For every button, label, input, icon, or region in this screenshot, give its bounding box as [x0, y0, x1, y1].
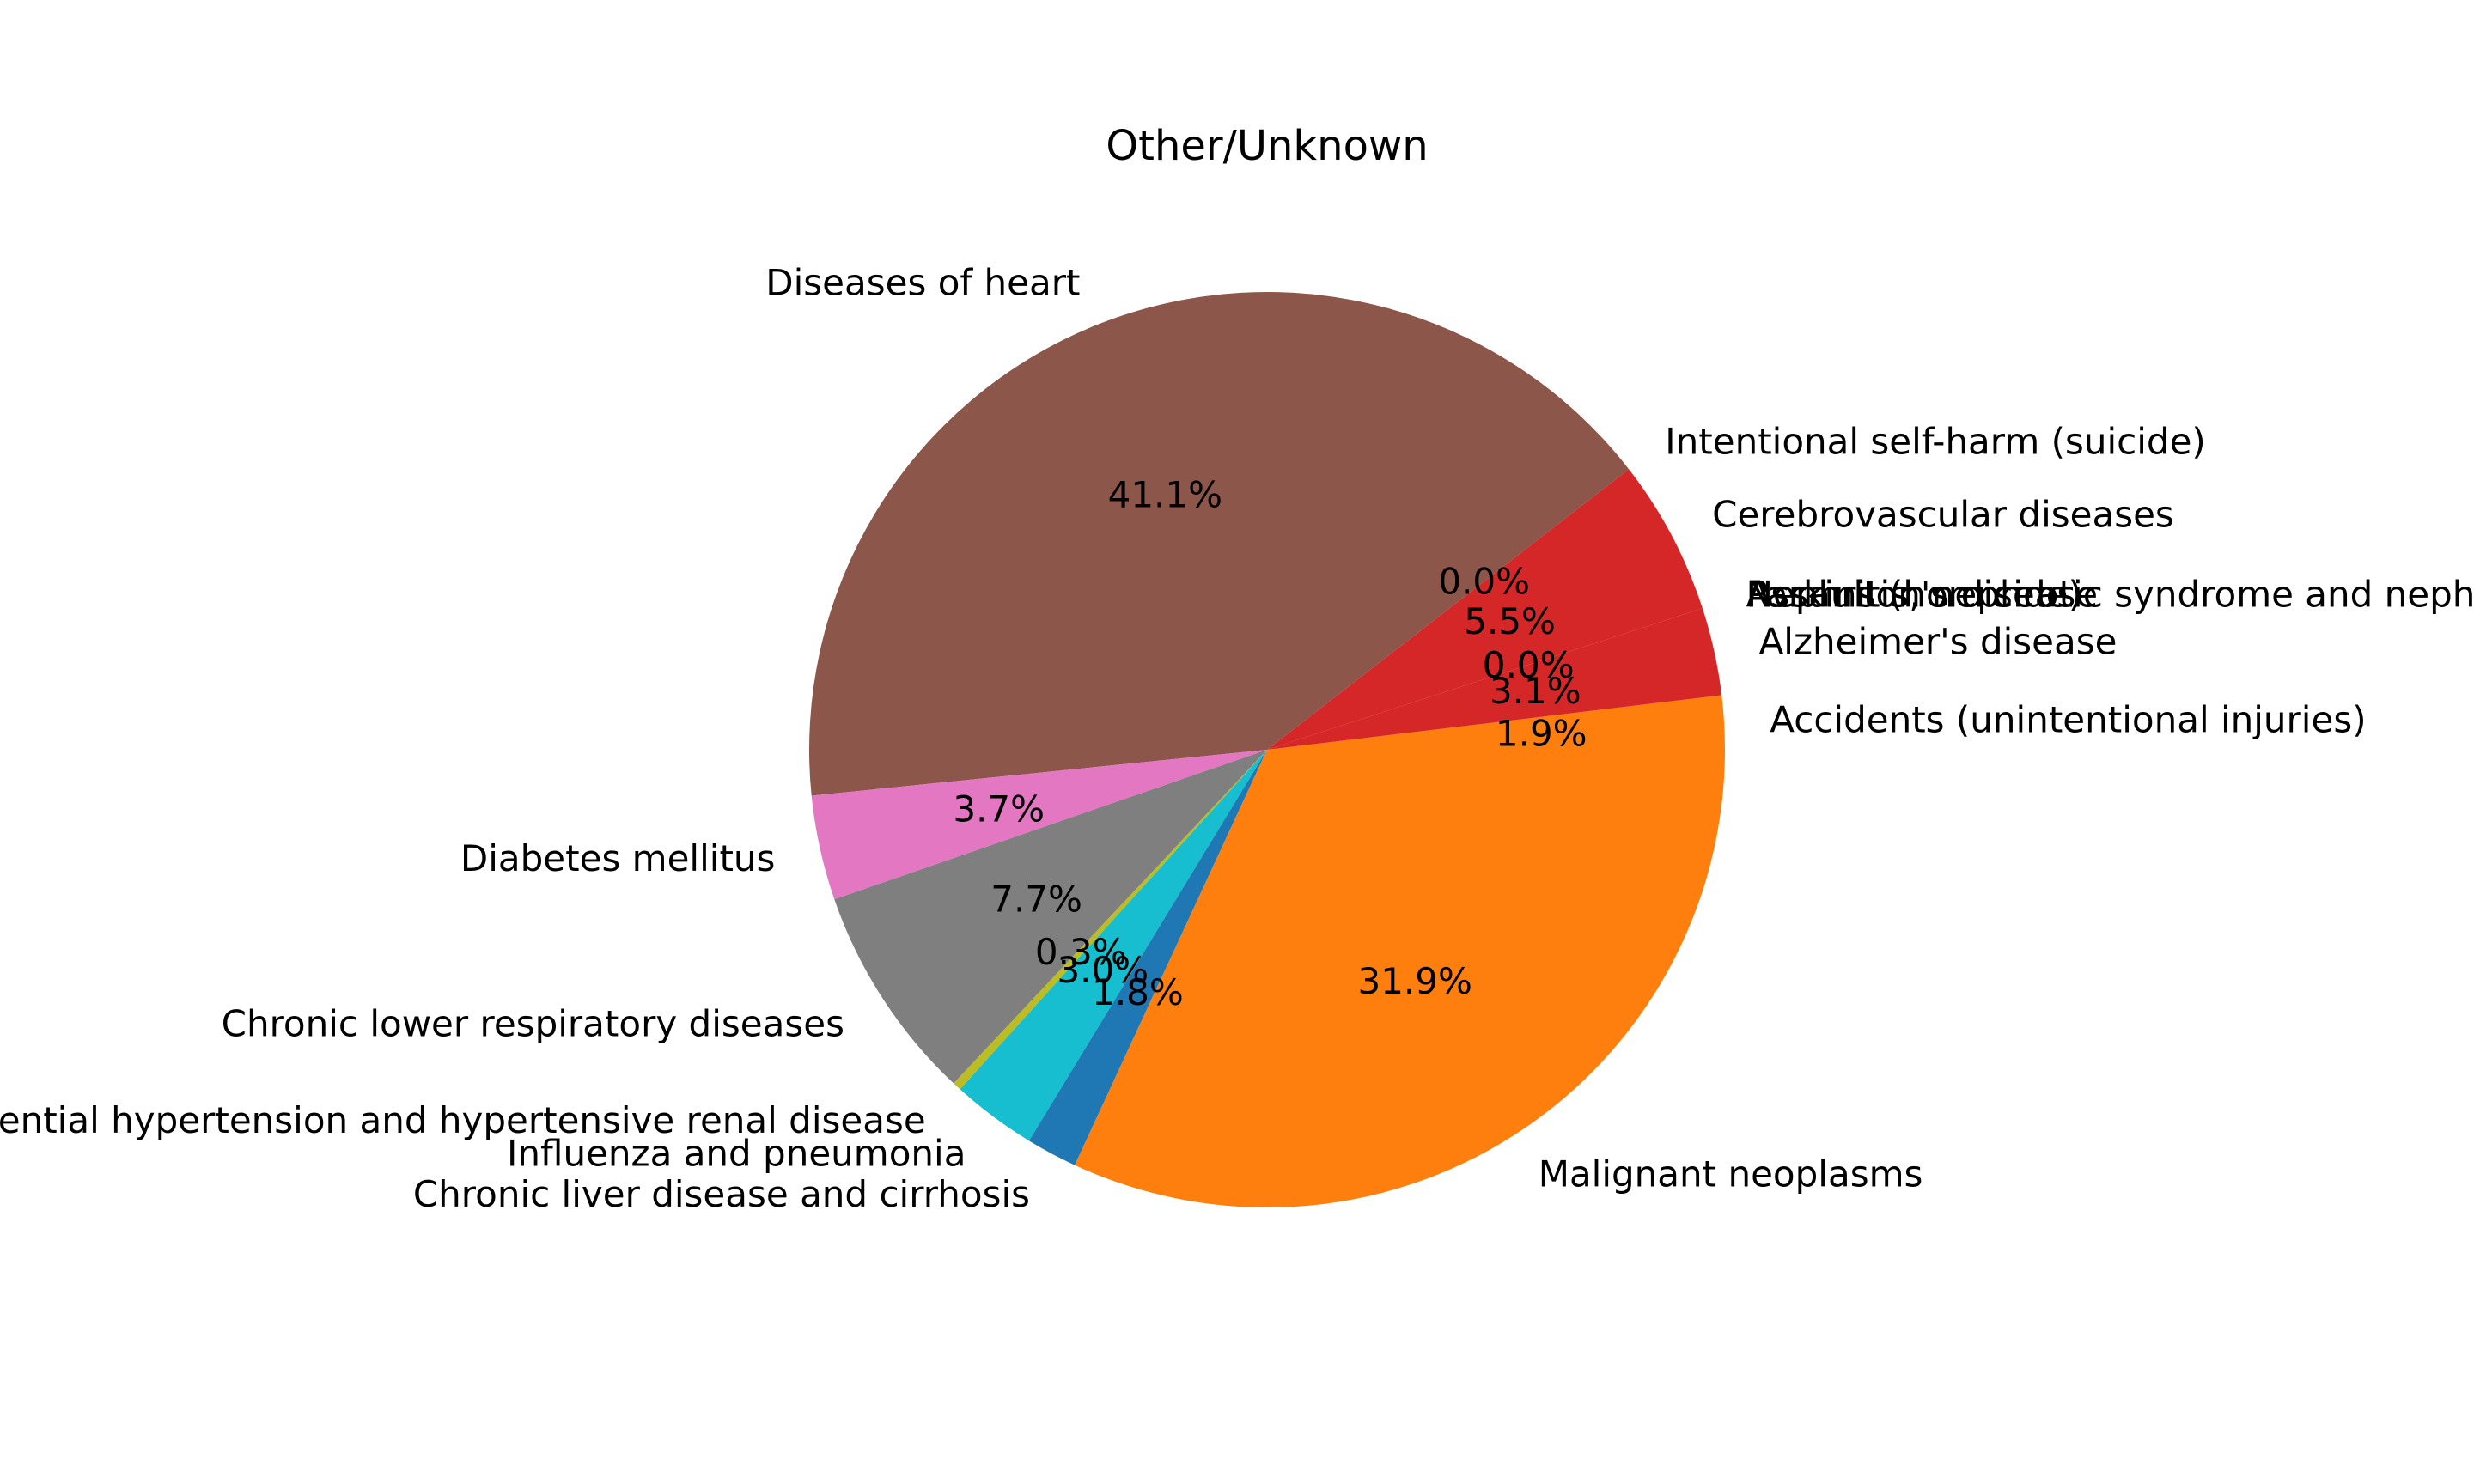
- slice-percent-accidents-unintentional-injuries: 1.9%: [1496, 713, 1587, 755]
- pie-slice-chronic-lower-respiratory-diseases: [834, 750, 1267, 1084]
- slice-label-assault-homicide: Assault (homicide): [1746, 574, 2082, 616]
- pie-slice-chronic-liver-disease-and-cirrhosis: [1028, 750, 1267, 1165]
- slice-percent-essential-hypertension-and-hypertensive-renal-disease: 0.3%: [1035, 931, 1127, 973]
- slice-percent-chronic-liver-disease-and-cirrhosis: 1.8%: [1092, 971, 1184, 1013]
- pie-slice-diabetes-mellitus: [811, 750, 1267, 900]
- slice-label-nephritis-nephrotic-syndrome-and-nephrosis: Nephritis, nephrotic syndrome and nephro…: [1746, 574, 2474, 616]
- pie-slice-influenza-and-pneumonia: [960, 750, 1267, 1141]
- slice-label-influenza-and-pneumonia: Influenza and pneumonia: [507, 1133, 966, 1175]
- slice-percent-nephritis-nephrotic-syndrome-and-nephrosis: 0.0%: [1483, 644, 1575, 686]
- slice-percent-cerebrovascular-diseases: 5.5%: [1464, 600, 1556, 642]
- slice-label-diabetes-mellitus: Diabetes mellitus: [460, 837, 776, 879]
- chart-title: Other/Unknown: [1106, 122, 1428, 170]
- slice-labels: Accidents (unintentional injuries) Alzhei…: [0, 261, 2474, 1215]
- slice-label-alzheimer-s-disease: Alzheimer's disease: [1759, 621, 2118, 663]
- slice-percent-chronic-lower-respiratory-diseases: 7.7%: [990, 879, 1082, 921]
- slice-label-cerebrovascular-diseases: Cerebrovascular diseases: [1712, 493, 2174, 535]
- slice-percent-diabetes-mellitus: 3.7%: [953, 788, 1045, 830]
- slice-percent-malignant-neoplasms: 31.9%: [1357, 960, 1472, 1002]
- slice-label-malignant-neoplasms: Malignant neoplasms: [1539, 1153, 1923, 1195]
- slice-percent-assault-homicide: 0.0%: [1483, 644, 1575, 686]
- slice-label-parkinson-s-disease: Parkinson's disease: [1746, 574, 2099, 616]
- slice-label-diseases-of-heart: Diseases of heart: [765, 261, 1080, 303]
- pie-slice-malignant-neoplasms: [1075, 750, 1725, 1207]
- pie-slice-accidents-unintentional-injuries: [1267, 695, 1725, 750]
- pie-slice-cerebrovascular-diseases: [1267, 469, 1703, 750]
- slice-label-chronic-liver-disease-and-cirrhosis: Chronic liver disease and cirrhosis: [413, 1173, 1030, 1215]
- slice-label-intentional-self-harm-suicide: Intentional self-harm (suicide): [1665, 420, 2206, 462]
- slice-label-essential-hypertension-and-hypertensive-renal-disease: Essential hypertension and hypertensive …: [0, 1099, 926, 1141]
- slice-label-accidents-unintentional-injuries: Accidents (unintentional injuries): [1770, 699, 2366, 741]
- pie-slices: [809, 292, 1725, 1207]
- slice-percent-influenza-and-pneumonia: 3.0%: [1057, 949, 1149, 991]
- slice-percent-alzheimer-s-disease: 3.1%: [1490, 670, 1581, 712]
- slice-percent-intentional-self-harm-suicide: 0.0%: [1438, 561, 1530, 603]
- slice-percent-labels: 1.9%3.1%0.0%0.0%0.0%5.5%0.0%41.1%3.7%7.7…: [953, 474, 1587, 1013]
- pie-slice-alzheimer-s-disease: [1267, 608, 1722, 750]
- pie-slice-essential-hypertension-and-hypertensive-renal-disease: [954, 750, 1267, 1090]
- slice-label-chronic-lower-respiratory-diseases: Chronic lower respiratory diseases: [222, 1003, 844, 1045]
- slice-percent-parkinson-s-disease: 0.0%: [1483, 644, 1575, 686]
- slice-percent-diseases-of-heart: 41.1%: [1108, 474, 1222, 516]
- pie-slice-diseases-of-heart: [809, 292, 1630, 796]
